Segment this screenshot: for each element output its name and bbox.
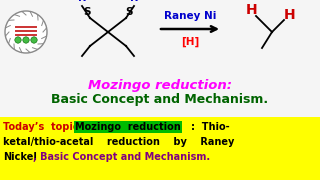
- Text: [H]: [H]: [181, 37, 199, 47]
- Text: Mozingo reduction:: Mozingo reduction:: [88, 78, 232, 91]
- Text: Mozingo  reduction: Mozingo reduction: [75, 122, 181, 132]
- Text: Basic Concept and Mechanism.: Basic Concept and Mechanism.: [52, 93, 268, 105]
- Text: R: R: [130, 0, 138, 3]
- Text: R: R: [78, 0, 86, 3]
- Text: S: S: [125, 7, 133, 17]
- Circle shape: [15, 37, 21, 43]
- Text: S: S: [83, 7, 91, 17]
- Text: ketal/thio-acetal    reduction    by    Raney: ketal/thio-acetal reduction by Raney: [3, 137, 234, 147]
- Text: Raney Ni: Raney Ni: [164, 11, 216, 21]
- Circle shape: [5, 11, 47, 53]
- Text: H: H: [246, 3, 258, 17]
- Circle shape: [23, 37, 29, 43]
- Text: H: H: [284, 8, 296, 22]
- Bar: [0, 117, 320, 180]
- Text: Nickel: Nickel: [3, 152, 37, 162]
- Circle shape: [31, 37, 37, 43]
- Text: :  Thio-: : Thio-: [191, 122, 230, 132]
- Text: , Basic Concept and Mechanism.: , Basic Concept and Mechanism.: [33, 152, 210, 162]
- Text: Today’s  topic:: Today’s topic:: [3, 122, 89, 132]
